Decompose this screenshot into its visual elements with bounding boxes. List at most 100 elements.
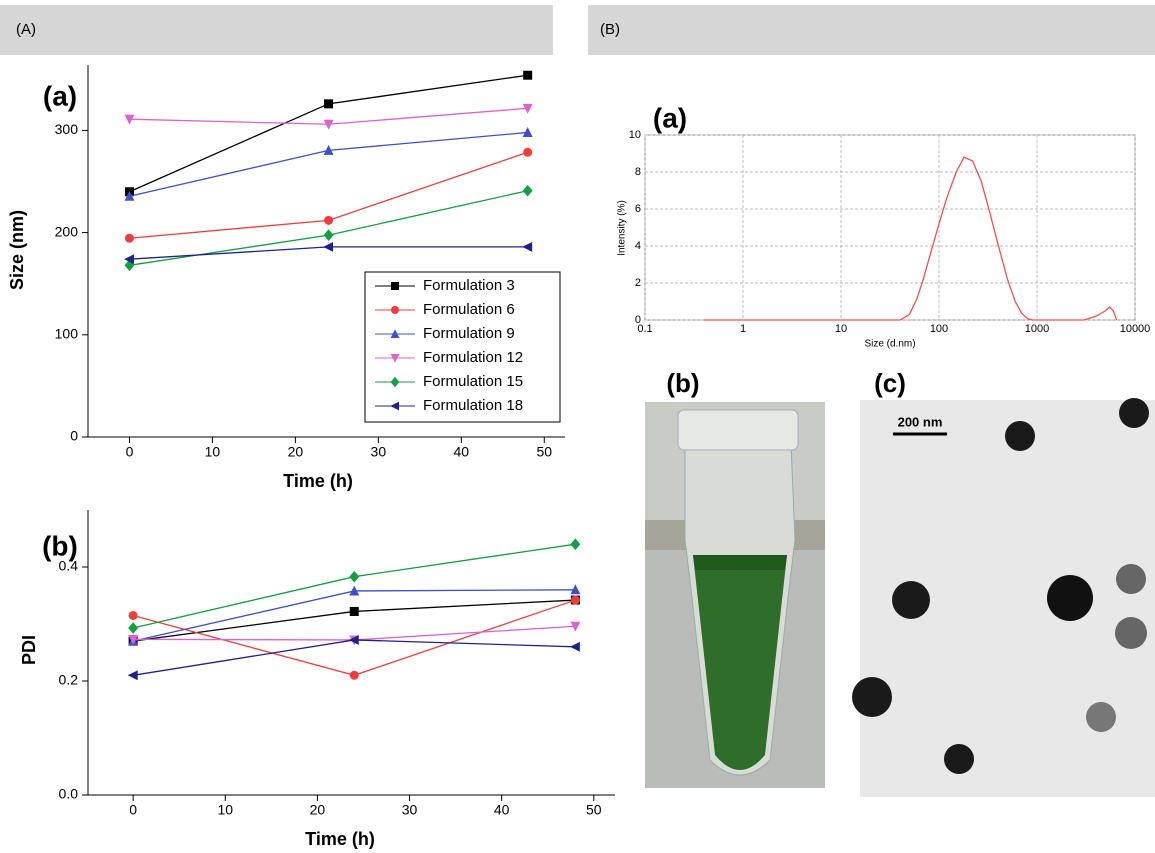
marker bbox=[124, 233, 134, 243]
marker bbox=[349, 670, 359, 680]
x-tick-label: 0.1 bbox=[637, 323, 652, 335]
tem-image: 200 nm (c) bbox=[852, 368, 1155, 797]
legend-marker bbox=[390, 376, 400, 388]
marker bbox=[522, 184, 533, 197]
y-tick-label: 8 bbox=[635, 166, 641, 178]
marker bbox=[323, 229, 334, 242]
marker bbox=[124, 114, 135, 125]
x-tick-label: 20 bbox=[310, 802, 326, 818]
image-label: (b) bbox=[666, 368, 699, 398]
data-line bbox=[133, 599, 576, 642]
marker bbox=[324, 99, 334, 109]
legend-label: Formulation 3 bbox=[423, 277, 515, 294]
scale-bar-label: 200 nm bbox=[898, 414, 943, 429]
data-line bbox=[129, 74, 528, 193]
legend-marker bbox=[390, 354, 400, 363]
y-axis-label: PDI bbox=[19, 635, 39, 665]
marker bbox=[523, 147, 533, 157]
tube-photo: (b) bbox=[645, 368, 825, 788]
marker bbox=[522, 127, 533, 137]
data-line bbox=[129, 131, 528, 197]
marker bbox=[128, 622, 139, 634]
marker bbox=[323, 119, 334, 130]
y-tick-label: 4 bbox=[635, 240, 641, 252]
legend-marker bbox=[390, 329, 400, 338]
panel-label: (B) bbox=[600, 21, 620, 38]
y-axis-label: Size (nm) bbox=[7, 210, 27, 290]
legend-marker bbox=[391, 282, 399, 290]
data-line bbox=[704, 156, 1118, 321]
marker bbox=[569, 641, 580, 652]
marker bbox=[522, 241, 533, 252]
legend-marker bbox=[391, 306, 399, 314]
chart-title: (b) bbox=[42, 530, 78, 561]
x-axis-label: Time (h) bbox=[305, 829, 375, 849]
marker bbox=[349, 606, 359, 616]
data-line bbox=[129, 190, 528, 266]
marker bbox=[570, 538, 581, 551]
legend-marker bbox=[390, 401, 399, 411]
y-axis-label: Intensity (%) bbox=[617, 200, 628, 256]
x-tick-label: 30 bbox=[371, 444, 387, 460]
marker bbox=[349, 585, 360, 596]
x-tick-label: 50 bbox=[586, 802, 602, 818]
x-tick-label: 1000 bbox=[1025, 323, 1049, 335]
y-tick-label: 6 bbox=[635, 203, 641, 215]
x-tick-label: 0 bbox=[129, 802, 137, 818]
legend-label: Formulation 18 bbox=[423, 397, 523, 414]
y-tick-label: 300 bbox=[55, 121, 79, 137]
x-tick-label: 10 bbox=[205, 444, 221, 460]
y-tick-label: 100 bbox=[55, 326, 79, 342]
y-tick-label: 10 bbox=[629, 129, 641, 141]
x-tick-label: 1 bbox=[740, 323, 746, 335]
marker bbox=[127, 670, 138, 681]
x-tick-label: 0 bbox=[126, 444, 134, 460]
marker bbox=[323, 241, 334, 252]
legend-label: Formulation 12 bbox=[423, 349, 523, 366]
y-tick-label: 200 bbox=[55, 223, 79, 239]
marker bbox=[522, 103, 533, 114]
marker bbox=[570, 584, 581, 595]
marker bbox=[323, 144, 334, 155]
chart-title: (a) bbox=[653, 102, 687, 133]
marker bbox=[348, 635, 359, 645]
marker bbox=[570, 621, 581, 632]
marker bbox=[324, 215, 334, 225]
marker bbox=[124, 254, 134, 265]
plot-frame bbox=[644, 134, 1136, 321]
legend-box bbox=[364, 271, 561, 423]
x-tick-label: 40 bbox=[494, 802, 510, 818]
x-axis-label: Time (h) bbox=[283, 471, 353, 491]
y-tick-label: 0.2 bbox=[59, 672, 79, 688]
x-tick-label: 50 bbox=[536, 444, 552, 460]
x-tick-label: 40 bbox=[454, 444, 470, 460]
y-tick-label: 0.4 bbox=[59, 558, 79, 574]
panel-label: (A) bbox=[16, 21, 36, 38]
image-label: (c) bbox=[874, 368, 906, 398]
y-tick-label: 0 bbox=[70, 428, 78, 444]
x-tick-label: 100 bbox=[930, 323, 948, 335]
marker bbox=[128, 610, 138, 620]
y-tick-label: 0.0 bbox=[59, 786, 79, 802]
y-tick-label: 0 bbox=[635, 314, 641, 326]
chart-title: (a) bbox=[43, 80, 77, 111]
marker bbox=[128, 634, 139, 645]
marker bbox=[124, 190, 135, 201]
x-tick-label: 10 bbox=[217, 802, 233, 818]
legend-label: Formulation 9 bbox=[423, 325, 515, 342]
x-tick-label: 30 bbox=[402, 802, 418, 818]
marker bbox=[349, 570, 360, 583]
marker bbox=[570, 595, 580, 605]
panel-header bbox=[588, 5, 1155, 55]
marker bbox=[523, 70, 533, 80]
legend-label: Formulation 15 bbox=[423, 373, 523, 390]
x-tick-label: 20 bbox=[288, 444, 304, 460]
x-tick-label: 10000 bbox=[1120, 323, 1151, 335]
x-axis-label: Size (d.nm) bbox=[864, 339, 915, 350]
x-tick-label: 10 bbox=[835, 323, 847, 335]
y-tick-label: 2 bbox=[635, 277, 641, 289]
panel-header bbox=[0, 5, 553, 55]
legend-label: Formulation 6 bbox=[423, 301, 515, 318]
